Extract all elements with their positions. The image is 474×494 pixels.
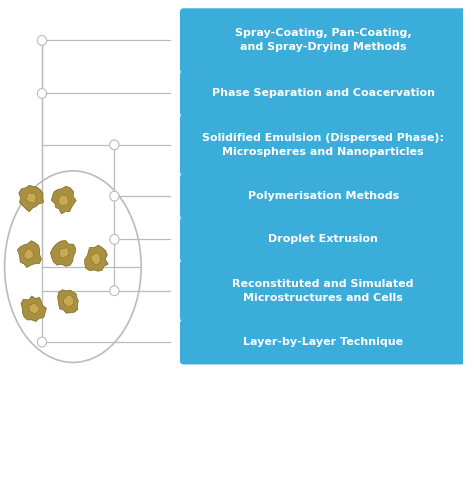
Circle shape [110,235,119,245]
FancyBboxPatch shape [180,260,466,321]
Polygon shape [63,295,74,307]
FancyBboxPatch shape [180,320,466,365]
Circle shape [37,88,46,98]
FancyBboxPatch shape [180,115,466,175]
Circle shape [110,191,119,201]
FancyBboxPatch shape [180,71,466,116]
Circle shape [37,36,46,45]
Polygon shape [58,195,69,206]
Polygon shape [18,241,41,267]
Text: Spray-Coating, Pan-Coating,
and Spray-Drying Methods: Spray-Coating, Pan-Coating, and Spray-Dr… [235,29,411,52]
Polygon shape [28,303,39,314]
Circle shape [37,337,46,347]
Text: Solidified Emulsion (Dispersed Phase):
Microspheres and Nanoparticles: Solidified Emulsion (Dispersed Phase): M… [202,133,444,157]
Polygon shape [19,185,44,212]
Polygon shape [85,245,108,271]
Ellipse shape [5,171,141,363]
Polygon shape [50,241,75,266]
Polygon shape [26,193,36,203]
Text: Phase Separation and Coacervation: Phase Separation and Coacervation [212,88,435,98]
Circle shape [110,286,119,295]
Polygon shape [51,186,76,214]
FancyBboxPatch shape [180,8,466,73]
Polygon shape [91,253,101,265]
Polygon shape [59,247,69,257]
Text: Droplet Extrusion: Droplet Extrusion [268,234,378,245]
Polygon shape [24,249,34,260]
Circle shape [110,140,119,150]
Text: Layer-by-Layer Technique: Layer-by-Layer Technique [243,337,403,347]
Polygon shape [21,296,46,322]
FancyBboxPatch shape [180,217,466,262]
FancyBboxPatch shape [180,174,466,218]
Polygon shape [58,290,78,313]
Text: Reconstituted and Simulated
Microstructures and Cells: Reconstituted and Simulated Microstructu… [232,279,414,303]
Text: Polymerisation Methods: Polymerisation Methods [247,191,399,201]
